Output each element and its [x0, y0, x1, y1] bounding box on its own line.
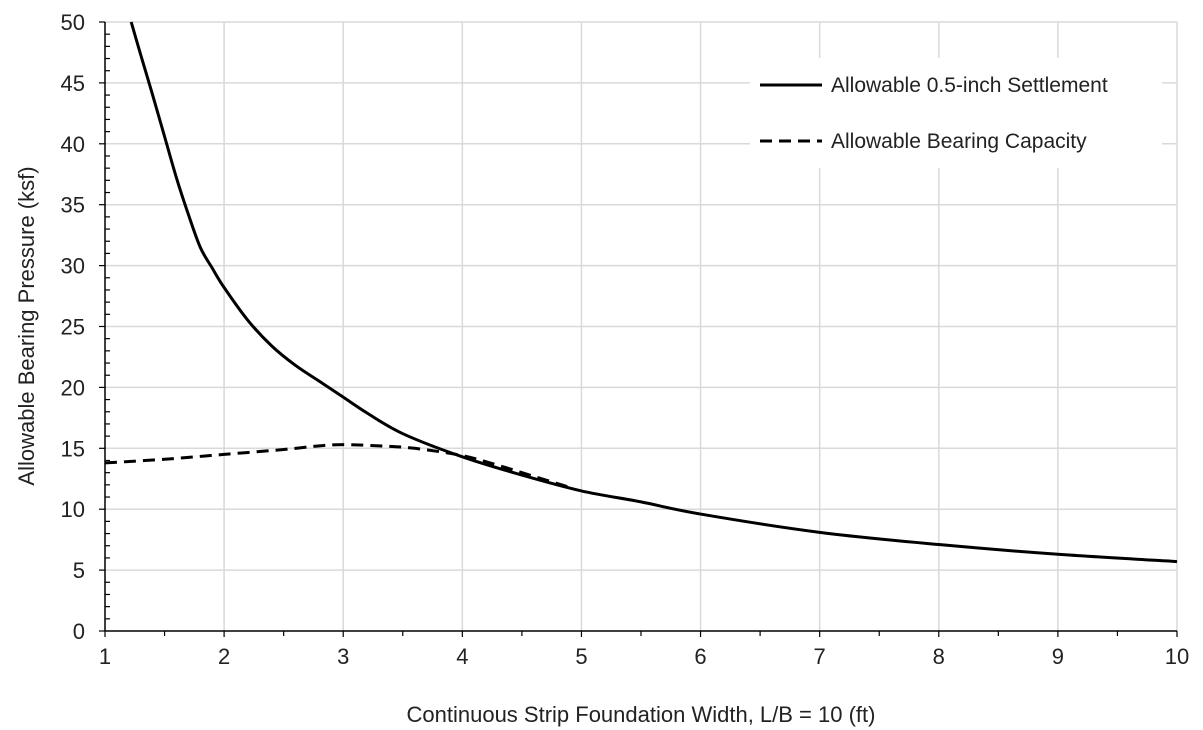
y-tick-label: 40	[61, 132, 85, 157]
series-line-bearing-capacity	[104, 443, 570, 489]
y-tick-label: 0	[73, 619, 85, 644]
series-line-settlement	[129, 21, 1178, 564]
x-axis-title: Continuous Strip Foundation Width, L/B =…	[407, 702, 876, 727]
y-tick-label: 25	[61, 315, 85, 340]
y-tick-label: 10	[61, 497, 85, 522]
x-tick-label: 3	[337, 644, 349, 669]
x-tick-label: 5	[575, 644, 587, 669]
y-tick-label: 45	[61, 71, 85, 96]
x-tick-label: 7	[814, 644, 826, 669]
y-tick-label: 20	[61, 375, 85, 400]
x-tick-label: 4	[456, 644, 468, 669]
legend-background	[750, 58, 1162, 168]
x-tick-label: 8	[933, 644, 945, 669]
x-tick-label: 2	[218, 644, 230, 669]
legend-label-bearing-capacity: Allowable Bearing Capacity	[831, 130, 1087, 153]
y-tick-label: 15	[61, 436, 85, 461]
legend: Allowable 0.5-inch Settlement Allowable …	[750, 58, 1162, 168]
x-tick-label: 10	[1165, 644, 1189, 669]
y-tick-label: 35	[61, 193, 85, 218]
x-tick-label: 1	[99, 644, 111, 669]
y-tick-label: 30	[61, 254, 85, 279]
y-axis-title: Allowable Bearing Pressure (ksf)	[14, 166, 39, 485]
x-tick-label: 6	[694, 644, 706, 669]
y-tick-label: 50	[61, 10, 85, 35]
series-layer	[104, 21, 1178, 564]
legend-label-settlement: Allowable 0.5-inch Settlement	[831, 74, 1108, 97]
y-tick-label: 5	[73, 558, 85, 583]
x-tick-label: 9	[1052, 644, 1064, 669]
